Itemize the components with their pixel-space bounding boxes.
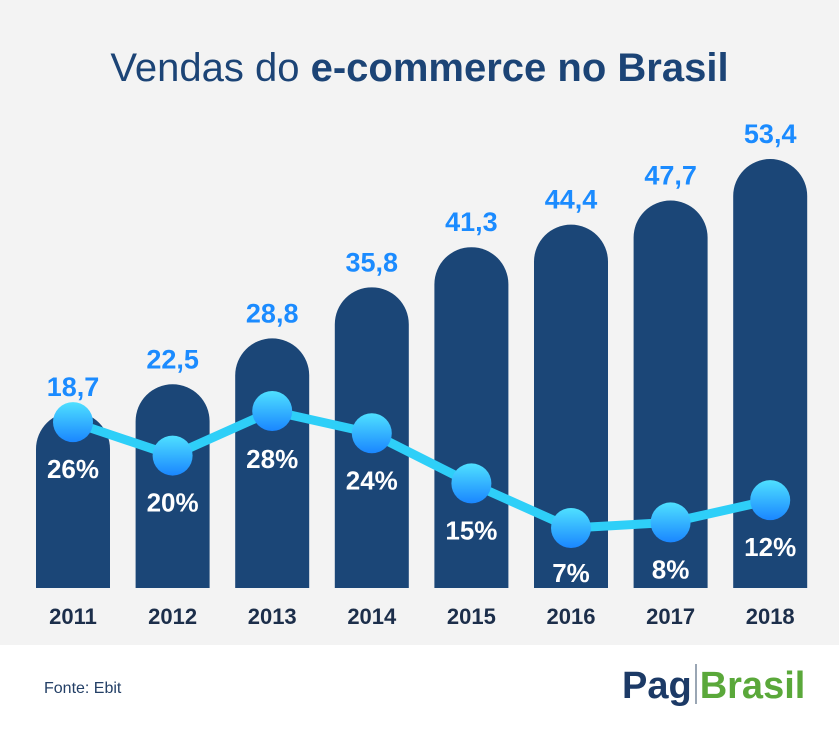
growth-marker-2018 <box>750 480 791 521</box>
growth-marker-2011 <box>53 402 93 443</box>
year-label-2016: 2016 <box>547 604 596 629</box>
chart-title-light: Vendas do <box>110 46 311 90</box>
bar-2018 <box>733 159 808 588</box>
pct-label-2014: 24% <box>346 465 398 495</box>
value-label-2011: 18,7 <box>47 372 100 402</box>
source-note: Fonte: Ebit <box>44 680 122 697</box>
pct-label-2016: 7% <box>552 558 590 588</box>
year-label-2017: 2017 <box>646 604 695 629</box>
logo-divider <box>694 664 697 704</box>
chart-title: Vendas do e-commerce no Brasil <box>0 46 839 91</box>
value-label-2018: 53,4 <box>744 119 797 149</box>
year-label-2014: 2014 <box>347 604 397 629</box>
value-label-2016: 44,4 <box>545 185 598 215</box>
pct-label-2017: 8% <box>652 554 690 584</box>
chart-title-bold: e-commerce no Brasil <box>310 46 729 90</box>
logo-part-brasil: Brasil <box>699 665 806 707</box>
year-label-2012: 2012 <box>148 604 197 629</box>
pct-label-2015: 15% <box>445 515 497 545</box>
bar-2015 <box>434 247 509 588</box>
year-label-2018: 2018 <box>746 604 795 629</box>
bar-2013 <box>235 338 310 588</box>
bar-2012 <box>135 384 210 588</box>
value-label-2014: 35,8 <box>346 247 399 277</box>
bar-2016 <box>534 224 608 588</box>
pct-label-2018: 12% <box>744 532 796 562</box>
bar-2011 <box>36 412 110 588</box>
growth-marker-2012 <box>152 435 193 476</box>
year-label-2015: 2015 <box>447 604 496 629</box>
value-label-2013: 28,8 <box>246 298 299 328</box>
bar-2017 <box>633 200 708 589</box>
pct-label-2013: 28% <box>246 444 298 474</box>
growth-marker-2013 <box>252 391 293 431</box>
growth-marker-2017 <box>650 502 691 543</box>
logo-part-pag: Pag <box>622 665 692 707</box>
bar-line-chart: 18,7 22,5 28,8 35,8 41,3 44,4 47,7 53,4 26% 20% 28… <box>36 119 808 629</box>
year-label-2011: 2011 <box>49 604 97 629</box>
pct-label-2011: 26% <box>47 454 99 484</box>
year-label-2013: 2013 <box>248 604 297 629</box>
value-label-2012: 22,5 <box>146 344 199 374</box>
growth-marker-2016 <box>551 508 591 548</box>
growth-marker-2015 <box>451 463 492 504</box>
value-label-2015: 41,3 <box>445 207 498 237</box>
value-label-2017: 47,7 <box>644 161 697 191</box>
pct-label-2012: 20% <box>147 488 199 518</box>
growth-marker-2014 <box>351 413 392 454</box>
pagbrasil-logo: Pag Brasil <box>622 664 805 708</box>
